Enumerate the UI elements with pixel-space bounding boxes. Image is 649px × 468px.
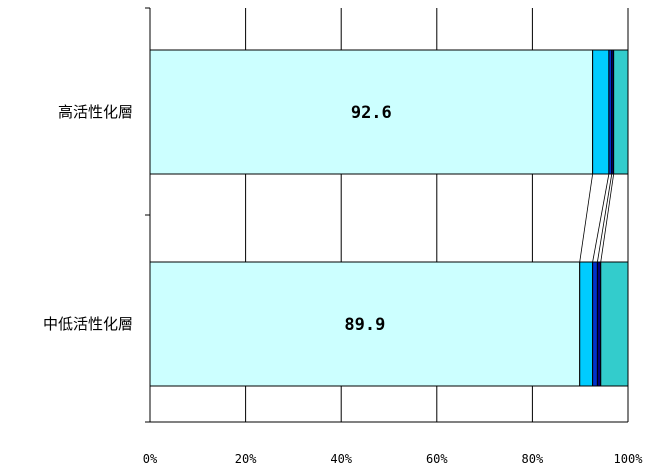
category-label-0: 高活性化層 [58, 103, 133, 121]
x-tick-label-1: 20% [235, 452, 257, 466]
series-line-0 [579, 173, 594, 263]
series-line-2 [597, 173, 613, 263]
category-label-1: 中低活性化層 [43, 315, 133, 333]
x-tick-label-0: 0% [143, 452, 158, 466]
series-line-3 [600, 173, 615, 263]
series-line-1 [592, 173, 610, 263]
data-label-1: 89.9 [344, 315, 385, 335]
x-tick-label-5: 100% [614, 452, 644, 466]
bar-segment-0-1 [592, 49, 610, 175]
bar-segment-1-1 [579, 261, 594, 387]
bar-segment-0-0 [149, 49, 594, 175]
bar-segment-1-2 [592, 261, 598, 387]
data-label-0: 92.6 [351, 103, 392, 123]
x-tick-label-4: 80% [522, 452, 544, 466]
bar-segment-1-3 [596, 261, 602, 387]
bar-segment-1-0 [149, 261, 581, 387]
bar-segment-1-4 [600, 261, 629, 387]
bar-segment-0-4 [613, 49, 629, 175]
x-tick-label-3: 60% [426, 452, 448, 466]
x-tick-label-2: 40% [330, 452, 352, 466]
